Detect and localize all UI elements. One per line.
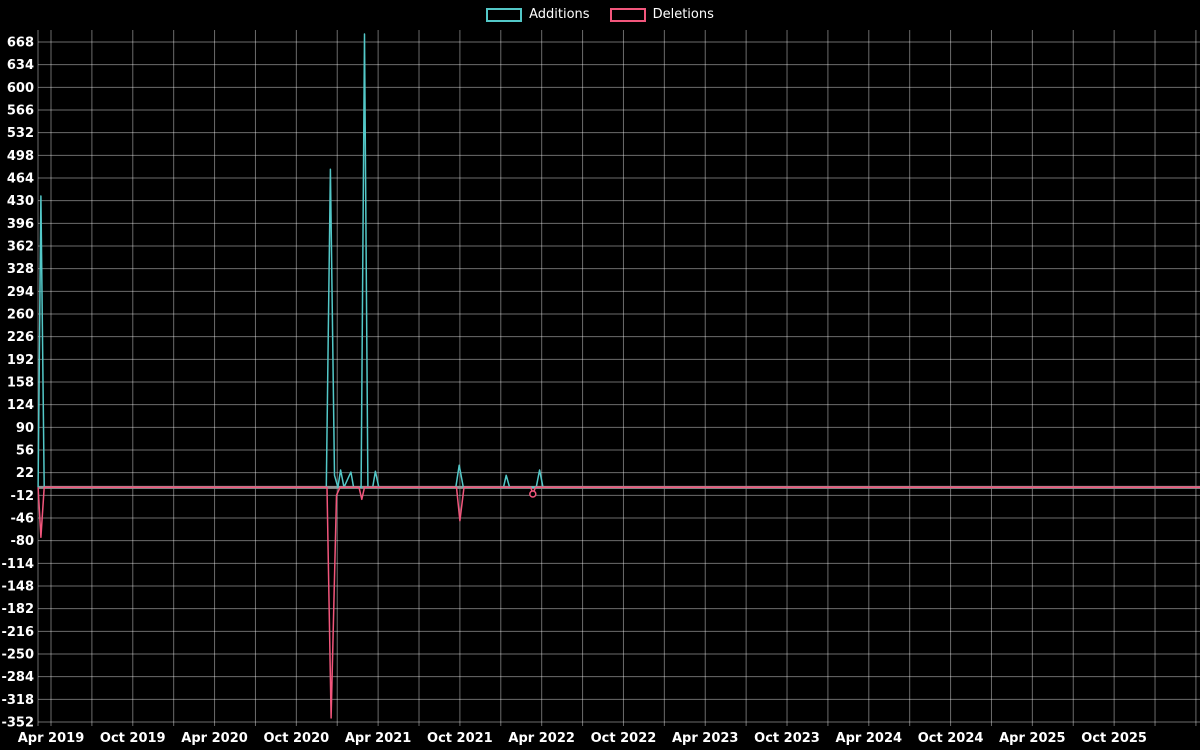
y-axis-tick-label: -46 [11, 512, 35, 527]
x-axis-tick-label: Apr 2024 [836, 731, 903, 746]
legend-item-additions[interactable]: Additions [486, 7, 590, 22]
deletions-series-line [37, 486, 1200, 719]
additions-swatch-icon [486, 7, 523, 22]
x-axis-tick-label: Oct 2024 [918, 731, 984, 746]
y-axis-tick-label: -80 [11, 534, 35, 549]
x-axis-tick-label: Apr 2023 [672, 731, 739, 746]
y-axis-tick-label: 192 [7, 353, 34, 368]
y-axis-tick-label: 90 [16, 421, 34, 436]
legend-deletions-label: Deletions [652, 7, 714, 22]
y-axis-tick-label: 634 [7, 58, 34, 73]
y-axis-tick-label: 56 [16, 444, 34, 459]
y-axis-tick-label: 464 [7, 172, 34, 187]
y-axis-tick-label: 260 [7, 308, 34, 323]
y-axis-tick-label: 668 [7, 36, 34, 51]
deletions-point-marker [529, 490, 537, 498]
y-axis-tick-label: 226 [7, 330, 34, 345]
x-axis-tick-label: Oct 2019 [100, 731, 166, 746]
y-axis-tick-label: 294 [7, 285, 34, 300]
legend-item-deletions[interactable]: Deletions [609, 7, 714, 22]
x-axis-tick-label: Oct 2021 [427, 731, 493, 746]
x-axis-tick-label: Oct 2023 [754, 731, 820, 746]
y-axis-tick-label: 430 [7, 194, 34, 209]
x-axis-tick-label: Apr 2025 [999, 731, 1066, 746]
x-axis-tick-label: Oct 2020 [263, 731, 329, 746]
x-axis-tick-label: Apr 2021 [345, 731, 412, 746]
x-axis-tick-label: Apr 2022 [508, 731, 575, 746]
additions-series-line [37, 33, 1200, 489]
y-axis-tick-label: -318 [1, 693, 34, 708]
y-axis-tick-label: 158 [7, 376, 34, 391]
y-axis-tick-label: 600 [7, 81, 34, 96]
x-axis-tick-label: Oct 2022 [591, 731, 657, 746]
deletions-swatch-icon [609, 7, 646, 22]
y-axis-tick-label: -250 [1, 648, 34, 663]
y-axis-tick-label: 396 [7, 217, 34, 232]
x-axis-tick-label: Oct 2025 [1081, 731, 1147, 746]
y-axis-tick-label: 362 [7, 240, 34, 255]
y-axis-tick-label: -182 [1, 602, 34, 617]
y-axis-tick-label: 328 [7, 262, 34, 277]
y-axis-tick-label: -12 [11, 489, 35, 504]
chart-legend: Additions Deletions [0, 7, 1200, 22]
x-axis-tick-label: Apr 2019 [18, 731, 85, 746]
y-axis-tick-label: 532 [7, 126, 34, 141]
y-axis-tick-label: 124 [7, 398, 34, 413]
y-axis-tick-label: -216 [1, 625, 34, 640]
x-axis-tick-label: Apr 2020 [181, 731, 248, 746]
y-axis-tick-label: -284 [1, 670, 34, 685]
y-axis-tick-label: -148 [1, 580, 34, 595]
y-axis-tick-label: 498 [7, 149, 34, 164]
legend-additions-label: Additions [529, 7, 590, 22]
y-axis-tick-label: -114 [1, 557, 34, 572]
y-axis-tick-label: 22 [16, 466, 34, 481]
y-axis-tick-label: -352 [1, 716, 34, 731]
y-axis-tick-label: 566 [7, 104, 34, 119]
